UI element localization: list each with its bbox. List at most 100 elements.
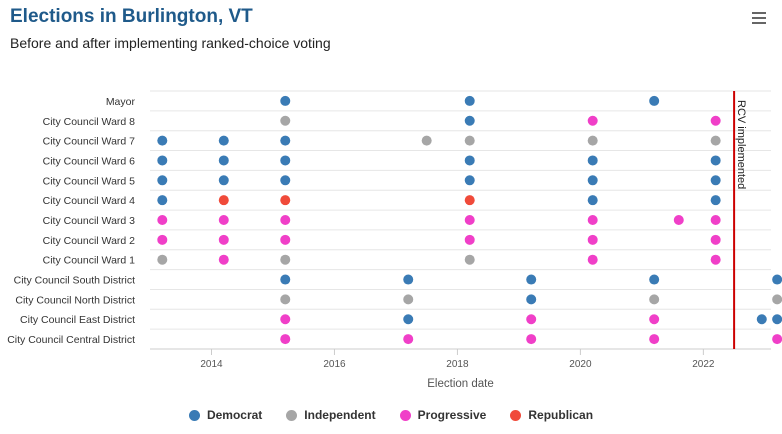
data-point-progressive[interactable] bbox=[710, 215, 721, 225]
chart-subtitle: Before and after implementing ranked-cho… bbox=[10, 35, 331, 51]
data-point-progressive[interactable] bbox=[710, 254, 721, 265]
data-point-republican[interactable] bbox=[280, 195, 291, 206]
y-tick-label: City Council South District bbox=[14, 275, 135, 287]
data-point-independent[interactable] bbox=[710, 135, 721, 146]
data-point-democrat[interactable] bbox=[772, 314, 782, 325]
legend-label: Independent bbox=[304, 408, 376, 422]
data-point-independent[interactable] bbox=[280, 294, 291, 305]
x-tick-label: 2020 bbox=[569, 359, 592, 370]
data-point-progressive[interactable] bbox=[649, 334, 660, 345]
data-point-progressive[interactable] bbox=[280, 314, 291, 325]
legend-item-progressive[interactable]: Progressive bbox=[399, 408, 487, 422]
data-points bbox=[157, 95, 782, 345]
data-point-democrat[interactable] bbox=[157, 195, 168, 206]
data-point-progressive[interactable] bbox=[464, 234, 475, 245]
data-point-democrat[interactable] bbox=[526, 274, 537, 285]
data-point-independent[interactable] bbox=[464, 254, 475, 265]
y-tick-label: Mayor bbox=[106, 96, 136, 108]
data-point-democrat[interactable] bbox=[587, 175, 598, 186]
data-point-independent[interactable] bbox=[772, 294, 782, 305]
data-point-democrat[interactable] bbox=[464, 95, 475, 106]
data-point-democrat[interactable] bbox=[280, 155, 291, 166]
data-point-progressive[interactable] bbox=[280, 334, 291, 345]
data-point-progressive[interactable] bbox=[526, 314, 537, 325]
data-point-independent[interactable] bbox=[464, 135, 475, 146]
x-tick-label: 2022 bbox=[692, 359, 715, 370]
data-point-democrat[interactable] bbox=[710, 155, 721, 166]
data-point-democrat[interactable] bbox=[464, 115, 475, 126]
data-point-democrat[interactable] bbox=[772, 274, 782, 285]
legend-dot bbox=[188, 409, 200, 421]
data-point-democrat[interactable] bbox=[710, 195, 721, 206]
legend-label: Republican bbox=[528, 408, 594, 422]
legend-dot bbox=[286, 409, 298, 421]
data-point-democrat[interactable] bbox=[756, 314, 767, 325]
y-tick-label: City Council Ward 7 bbox=[43, 136, 136, 148]
data-point-democrat[interactable] bbox=[587, 155, 598, 166]
data-point-independent[interactable] bbox=[421, 135, 432, 146]
legend-label: Progressive bbox=[417, 408, 487, 422]
data-point-independent[interactable] bbox=[280, 254, 291, 265]
data-point-democrat[interactable] bbox=[464, 175, 475, 186]
data-point-democrat[interactable] bbox=[218, 155, 229, 166]
legend-label: Democrat bbox=[206, 408, 263, 422]
data-point-democrat[interactable] bbox=[403, 274, 414, 285]
data-point-independent[interactable] bbox=[403, 294, 414, 305]
data-point-democrat[interactable] bbox=[403, 314, 414, 325]
data-point-democrat[interactable] bbox=[280, 135, 291, 146]
data-point-democrat[interactable] bbox=[464, 155, 475, 166]
data-point-progressive[interactable] bbox=[710, 115, 721, 126]
data-point-progressive[interactable] bbox=[649, 314, 660, 325]
data-point-progressive[interactable] bbox=[218, 254, 229, 265]
data-point-progressive[interactable] bbox=[587, 215, 598, 225]
data-point-democrat[interactable] bbox=[649, 95, 660, 106]
data-point-democrat[interactable] bbox=[280, 95, 291, 106]
data-point-progressive[interactable] bbox=[464, 215, 475, 225]
legend-item-independent[interactable]: Independent bbox=[286, 408, 376, 422]
data-point-independent[interactable] bbox=[649, 294, 660, 305]
data-point-democrat[interactable] bbox=[157, 135, 168, 146]
legend-item-democrat[interactable]: Democrat bbox=[188, 408, 263, 422]
data-point-progressive[interactable] bbox=[526, 334, 537, 345]
data-point-progressive[interactable] bbox=[280, 234, 291, 245]
data-point-republican[interactable] bbox=[218, 195, 229, 206]
data-point-democrat[interactable] bbox=[218, 135, 229, 146]
data-point-republican[interactable] bbox=[464, 195, 475, 206]
data-point-independent[interactable] bbox=[280, 115, 291, 126]
data-point-democrat[interactable] bbox=[710, 175, 721, 186]
data-point-progressive[interactable] bbox=[403, 334, 414, 345]
data-point-democrat[interactable] bbox=[280, 274, 291, 285]
data-point-progressive[interactable] bbox=[673, 215, 684, 225]
data-point-democrat[interactable] bbox=[218, 175, 229, 186]
rcv-label: RCV implemented bbox=[735, 100, 747, 189]
y-tick-label: City Council Ward 8 bbox=[43, 116, 136, 128]
data-point-independent[interactable] bbox=[587, 135, 598, 146]
data-point-independent[interactable] bbox=[157, 254, 168, 265]
data-point-progressive[interactable] bbox=[587, 254, 598, 265]
chart-title: Elections in Burlington, VT bbox=[10, 6, 253, 27]
data-point-democrat[interactable] bbox=[526, 294, 537, 305]
data-point-progressive[interactable] bbox=[710, 234, 721, 245]
data-point-progressive[interactable] bbox=[587, 115, 598, 126]
data-point-democrat[interactable] bbox=[157, 155, 168, 166]
y-axis-labels: Mayor City Council Ward 8 City Council War… bbox=[7, 96, 135, 346]
data-point-progressive[interactable] bbox=[157, 215, 168, 225]
y-tick-label: City Council Ward 1 bbox=[43, 255, 136, 267]
data-point-progressive[interactable] bbox=[772, 334, 782, 345]
y-tick-label: City Council Ward 3 bbox=[43, 215, 136, 227]
data-point-democrat[interactable] bbox=[649, 274, 660, 285]
data-point-democrat[interactable] bbox=[157, 175, 168, 186]
data-point-democrat[interactable] bbox=[587, 195, 598, 206]
data-point-progressive[interactable] bbox=[157, 234, 168, 245]
hamburger-menu-icon[interactable] bbox=[752, 12, 766, 24]
data-point-progressive[interactable] bbox=[218, 234, 229, 245]
y-tick-label: City Council Ward 5 bbox=[43, 175, 136, 187]
data-point-democrat[interactable] bbox=[280, 175, 291, 186]
legend-dot bbox=[399, 409, 411, 421]
x-axis: 2014 2016 2018 2020 2022 Election date bbox=[150, 348, 771, 390]
legend-item-republican[interactable]: Republican bbox=[510, 408, 593, 422]
data-point-progressive[interactable] bbox=[280, 215, 291, 225]
data-point-progressive[interactable] bbox=[587, 234, 598, 245]
data-point-progressive[interactable] bbox=[218, 215, 229, 225]
